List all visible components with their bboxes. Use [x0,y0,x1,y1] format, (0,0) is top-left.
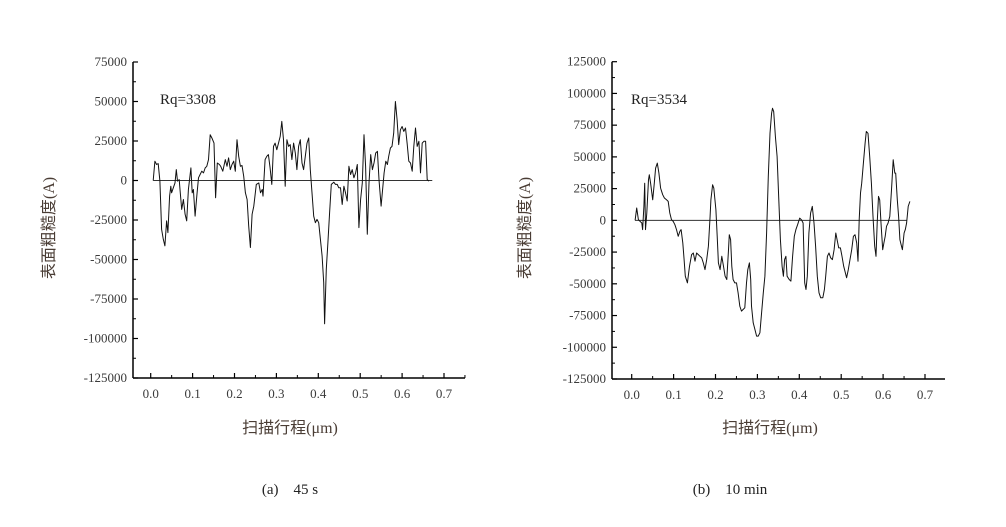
y-tick-label: -75000 [569,308,606,323]
x-tick-label: 0.2 [226,386,242,401]
y-tick-label: 50000 [95,94,128,109]
y-tick-label: -100000 [563,339,606,354]
rq-annotation: Rq=3534 [631,92,687,108]
y-tick-label: 25000 [574,181,607,196]
y-tick-label: 75000 [95,54,128,69]
x-tick-label: 0.5 [833,387,849,402]
x-tick-label: 0.6 [875,387,892,402]
roughness-profile-line [152,101,430,325]
y-tick-label: -75000 [90,291,127,306]
y-tick-label: 25000 [95,133,128,148]
y-tick-label: 75000 [574,117,607,132]
x-tick-label: 0.6 [394,386,411,401]
y-tick-label: -125000 [563,371,606,386]
y-tick-label: -50000 [569,276,606,291]
roughness-profile-line [634,107,911,337]
y-tick-label: 0 [600,212,607,227]
x-tick-label: 0.4 [310,386,327,401]
x-tick-label: 0.2 [707,387,723,402]
x-tick-label: 0.0 [143,386,159,401]
x-tick-label: 0.0 [624,387,640,402]
x-tick-label: 0.1 [184,386,200,401]
caption: (b) 10 min [693,482,768,498]
x-tick-label: 0.3 [268,386,284,401]
y-tick-label: -100000 [84,331,127,346]
x-tick-label: 0.3 [749,387,765,402]
y-tick-label: -25000 [569,244,606,259]
y-tick-label: 0 [121,173,128,188]
chart-panel-b: Rq=3534 扫描行程(μm) 表面粗糙度(A) (b) 10 min 125… [516,54,945,498]
x-tick-label: 0.7 [917,387,934,402]
y-axis-title: 表面粗糙度(A) [516,177,534,279]
x-tick-label: 0.7 [436,386,453,401]
x-axis-title: 扫描行程(μm) [242,419,338,437]
x-tick-label: 0.5 [352,386,368,401]
y-tick-label: 100000 [567,85,606,100]
rq-annotation: Rq=3308 [160,92,216,108]
y-tick-label: 125000 [567,54,606,69]
caption: (a) 45 s [262,482,318,498]
y-tick-label: -50000 [90,252,127,267]
chart-panel-a: Rq=3308 扫描行程(μm) 表面粗糙度(A) (a) 45 s 75000… [40,54,466,498]
x-axis-title: 扫描行程(μm) [722,419,818,437]
y-axis-title: 表面粗糙度(A) [40,177,58,279]
y-tick-label: -125000 [84,370,127,385]
y-tick-label: 50000 [574,149,607,164]
y-tick-label: -25000 [90,212,127,227]
x-tick-label: 0.1 [665,387,681,402]
x-tick-label: 0.4 [791,387,808,402]
